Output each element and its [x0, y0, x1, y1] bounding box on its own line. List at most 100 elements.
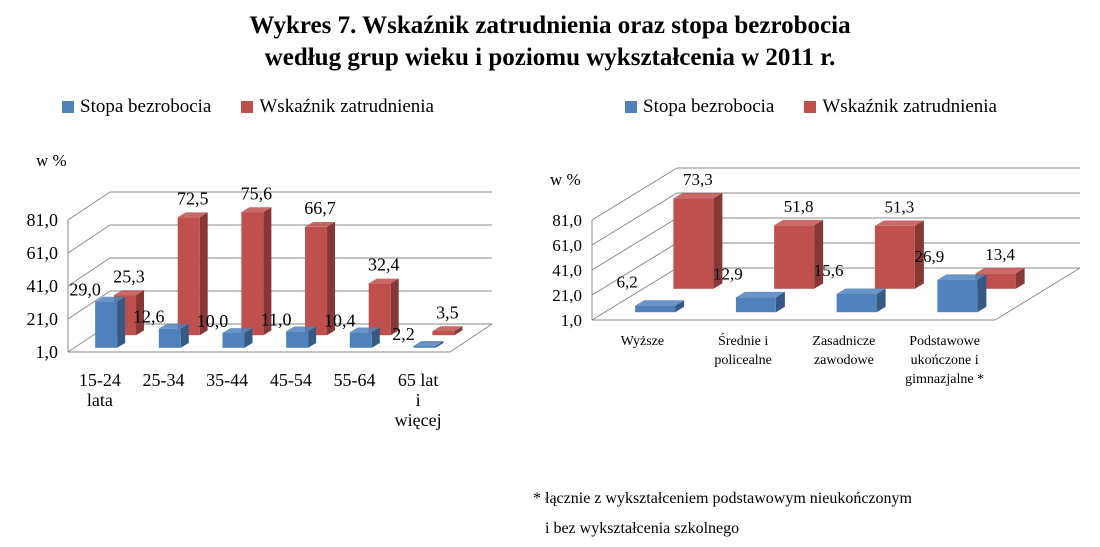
legend-swatch-blue [625, 101, 637, 113]
bar-front [95, 301, 118, 348]
y-axis-label: w % [36, 151, 67, 170]
data-label: 3,5 [436, 302, 459, 322]
y-tick-label: 61,0 [552, 236, 582, 255]
bar-side [180, 323, 189, 348]
x-tick-label: zawodowe [814, 353, 874, 368]
bar-top [673, 193, 723, 199]
data-label: 10,0 [197, 311, 229, 331]
y-tick-label: 21,0 [27, 309, 59, 329]
bar-side [199, 212, 208, 336]
gridline-side [67, 224, 111, 254]
legend-item-unemployment: Stopa bezrobocia [625, 96, 774, 118]
x-tick-label: Wyższe [621, 334, 664, 349]
y-tick-label: 41,0 [27, 276, 59, 296]
bar-front [836, 293, 877, 313]
bar-front [432, 331, 455, 336]
data-label: 2,2 [392, 324, 415, 344]
data-label: 13,4 [985, 245, 1015, 264]
data-label: 10,4 [324, 310, 356, 330]
bar-front [177, 217, 200, 336]
bar-top [432, 326, 463, 332]
bar-front [305, 226, 328, 336]
bar-top [413, 341, 444, 346]
legend-swatch-blue [62, 101, 74, 113]
bar-front [874, 225, 915, 289]
bar-top [836, 288, 886, 294]
chart-right-education: 81,0 61,0 41,0 21,0 1,0 w % 73,3 51,8 51,3 13,4 6,… [550, 167, 1081, 387]
bar-side [244, 328, 253, 348]
data-label: 51,3 [885, 198, 915, 217]
chart-title: Wykres 7. Wskaźnik zatrudnienia oraz sto… [0, 10, 1100, 74]
bar-top [114, 290, 145, 296]
bar-side [876, 288, 886, 313]
bar [177, 212, 208, 336]
legend-label: Wskaźnik zatrudnienia [822, 96, 997, 117]
floor-edge [994, 267, 1081, 321]
footnote-line-1: * łącznie z wykształceniem podstawowym n… [533, 490, 912, 507]
bar-side [1015, 267, 1025, 289]
bar-side [117, 296, 126, 348]
bar-top [286, 326, 317, 332]
bar-front [937, 279, 978, 313]
gridline-side [591, 217, 678, 271]
x-tick-label: 65 lat [398, 370, 439, 390]
x-tick-label: Średnie i [718, 332, 768, 349]
legend-label: Stopa bezrobocia [80, 96, 212, 117]
bar [158, 323, 189, 348]
x-tick-label: 45-54 [270, 370, 312, 390]
bar [349, 327, 380, 348]
bar-front [349, 332, 372, 348]
x-tick-label: i [416, 390, 421, 410]
legend-right: Stopa bezrobocia Wskaźnik zatrudnienia [625, 96, 1019, 118]
x-tick-label: 25-34 [143, 370, 185, 390]
bar [222, 328, 253, 348]
gridline-side [591, 167, 678, 221]
legend-left: Stopa bezrobocia Wskaźnik zatrudnienia [62, 96, 456, 118]
bar-top [241, 207, 272, 213]
bar-front [735, 297, 776, 313]
bar-top [937, 274, 987, 280]
bar-front [774, 225, 815, 289]
bar-top [95, 296, 126, 302]
series-unemployment [95, 296, 444, 348]
bar-front [222, 332, 245, 348]
data-label: 11,0 [261, 309, 292, 329]
bar [95, 296, 126, 348]
bar-side [136, 290, 145, 336]
bar [635, 300, 685, 313]
bar-top [305, 221, 336, 227]
bar-top [975, 267, 1025, 274]
bar [305, 221, 336, 336]
gridline-side [591, 192, 678, 246]
bar-side [390, 278, 399, 336]
bar-top [735, 291, 785, 298]
title-line-1: Wykres 7. Wskaźnik zatrudnienia oraz sto… [249, 12, 851, 39]
bar-front [673, 198, 714, 289]
legend-item-employment: Wskaźnik zatrudnienia [804, 96, 997, 118]
bar-side [308, 326, 317, 348]
data-label: 6,2 [617, 273, 638, 292]
y-tick-label: 81,0 [27, 210, 59, 230]
x-tick-label: 55-64 [334, 370, 376, 390]
bar-top [774, 219, 824, 226]
series-unemployment [635, 274, 987, 313]
bar-front [286, 331, 309, 348]
y-tick-label: 1,0 [36, 342, 59, 362]
data-label: 29,0 [69, 280, 101, 300]
title-line-2: według grup wieku i poziomu wykształceni… [264, 44, 836, 71]
x-tick-label: Podstawowe [909, 334, 980, 349]
x-tick-label: 35-44 [206, 370, 248, 390]
gridline-side [591, 267, 678, 321]
bar [673, 193, 723, 289]
series-employment [673, 193, 1025, 289]
bar-side [914, 220, 924, 289]
bar [286, 326, 317, 348]
data-label: 66,7 [304, 198, 336, 218]
bar-front [413, 345, 436, 348]
bar [368, 278, 399, 336]
data-label: 51,8 [784, 197, 814, 216]
data-label: 75,6 [241, 183, 273, 203]
bar-front [241, 212, 264, 336]
bar-side [675, 300, 685, 313]
data-label: 12,9 [713, 264, 743, 283]
